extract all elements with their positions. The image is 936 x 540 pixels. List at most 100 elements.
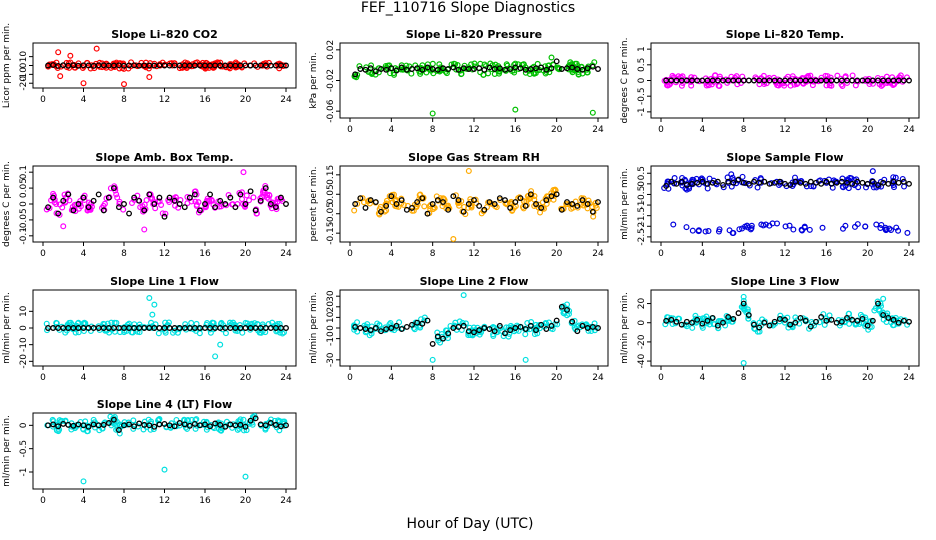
slope-point bbox=[502, 197, 508, 204]
x-tick-label: 20 bbox=[240, 496, 252, 506]
panel-title: Slope Li–820 Pressure bbox=[406, 28, 542, 41]
x-tick-label: 4 bbox=[699, 125, 705, 135]
panel-ylabel: degrees C per min. bbox=[620, 38, 630, 124]
scatter-point bbox=[899, 175, 906, 182]
slope-point bbox=[434, 333, 441, 340]
scatter-point bbox=[572, 60, 579, 67]
slope-point bbox=[694, 179, 701, 186]
scatter-point bbox=[782, 223, 789, 230]
scatter-point bbox=[729, 230, 736, 237]
slope-point bbox=[115, 427, 122, 433]
panel-ylabel: ml/min per min. bbox=[2, 292, 12, 364]
scatter-point bbox=[839, 175, 846, 182]
scatter-point bbox=[62, 329, 69, 336]
slope-point bbox=[730, 315, 737, 322]
slope-point bbox=[398, 64, 405, 71]
y-tick-label: -30 bbox=[326, 352, 336, 367]
scatter-outlier bbox=[217, 341, 224, 348]
slope-point bbox=[564, 199, 570, 206]
x-tick-label: 4 bbox=[81, 496, 87, 506]
slope-point bbox=[792, 319, 799, 326]
scatter-point bbox=[815, 78, 822, 85]
scatter-point bbox=[458, 198, 465, 205]
slope-point bbox=[367, 197, 374, 204]
slope-point bbox=[202, 421, 208, 428]
slope-point bbox=[460, 208, 467, 215]
x-tick-label: 4 bbox=[699, 373, 705, 383]
slope-point bbox=[283, 325, 289, 331]
slope-point bbox=[771, 179, 778, 186]
x-tick-label: 24 bbox=[903, 249, 915, 259]
slope-point bbox=[414, 65, 421, 72]
slope-point bbox=[553, 58, 560, 65]
slope-point bbox=[797, 314, 804, 321]
scatter-point bbox=[174, 329, 181, 336]
slope-point bbox=[900, 317, 907, 324]
slope-point bbox=[756, 324, 763, 331]
slope-point bbox=[807, 323, 814, 330]
scatter-point bbox=[664, 82, 671, 89]
scatter-point bbox=[839, 83, 846, 90]
slope-point bbox=[527, 322, 534, 329]
slope-point bbox=[398, 197, 405, 204]
scatter-point bbox=[376, 321, 383, 328]
scatter-point bbox=[851, 223, 858, 230]
scatter-point bbox=[141, 201, 148, 208]
slope-point bbox=[802, 317, 809, 324]
scatter-point bbox=[234, 426, 241, 433]
slope-point bbox=[584, 65, 591, 72]
scatter-point bbox=[670, 221, 677, 228]
slope-point bbox=[668, 178, 675, 185]
slope-point bbox=[115, 204, 122, 211]
scatter-point bbox=[257, 195, 264, 202]
slope-point bbox=[869, 317, 876, 324]
x-tick-label: 4 bbox=[388, 125, 394, 135]
scatter-point bbox=[537, 209, 544, 216]
slope-point bbox=[471, 66, 477, 72]
scatter-point bbox=[704, 81, 711, 88]
panel-title: Slope Amb. Box Temp. bbox=[95, 151, 233, 164]
slope-point bbox=[45, 204, 52, 211]
slope-point bbox=[455, 323, 462, 330]
slope-point bbox=[357, 195, 364, 202]
scatter-point bbox=[61, 191, 68, 198]
slope-point bbox=[823, 317, 830, 324]
slope-point bbox=[885, 180, 892, 187]
y-tick-label: 0 bbox=[19, 62, 29, 68]
scatter-point bbox=[809, 82, 816, 89]
slope-point bbox=[367, 327, 374, 334]
scatter-point bbox=[869, 80, 876, 87]
slope-point bbox=[110, 185, 117, 192]
x-tick-label: 12 bbox=[468, 249, 479, 259]
panel-4: Slope Amb. Box Temp. degrees C per min. 0 4… bbox=[2, 151, 297, 259]
x-tick-label: 4 bbox=[388, 249, 394, 259]
slope-point bbox=[740, 179, 747, 186]
slope-point bbox=[714, 178, 721, 185]
x-tick-label: 20 bbox=[240, 373, 252, 383]
slope-point bbox=[507, 204, 514, 211]
scatter-point bbox=[202, 203, 209, 210]
slope-point bbox=[476, 327, 483, 334]
slope-point bbox=[694, 316, 701, 323]
scatter-point bbox=[192, 417, 199, 424]
scatter-point bbox=[725, 317, 732, 324]
slope-point bbox=[558, 66, 565, 72]
slope-point bbox=[895, 179, 902, 186]
slope-point bbox=[491, 66, 498, 72]
slope-point bbox=[663, 317, 670, 324]
scatter-point bbox=[267, 416, 274, 423]
scatter-point bbox=[739, 225, 746, 232]
scatter-point bbox=[239, 329, 246, 336]
x-tick-label: 16 bbox=[199, 496, 211, 506]
panel-5: Slope Gas Stream RH percent per min. 0 4 8 12… bbox=[309, 151, 609, 259]
scatter-outlier bbox=[93, 45, 100, 52]
y-tick-label: -1.5 bbox=[637, 207, 647, 225]
y-tick-label: 0.5 bbox=[637, 166, 647, 180]
slope-point bbox=[558, 206, 565, 213]
slope-point bbox=[595, 325, 601, 331]
x-tick-label: 12 bbox=[779, 125, 790, 135]
slope-point bbox=[434, 66, 441, 73]
panel-title: Slope Line 4 (LT) Flow bbox=[97, 398, 232, 411]
slope-point bbox=[766, 322, 773, 329]
